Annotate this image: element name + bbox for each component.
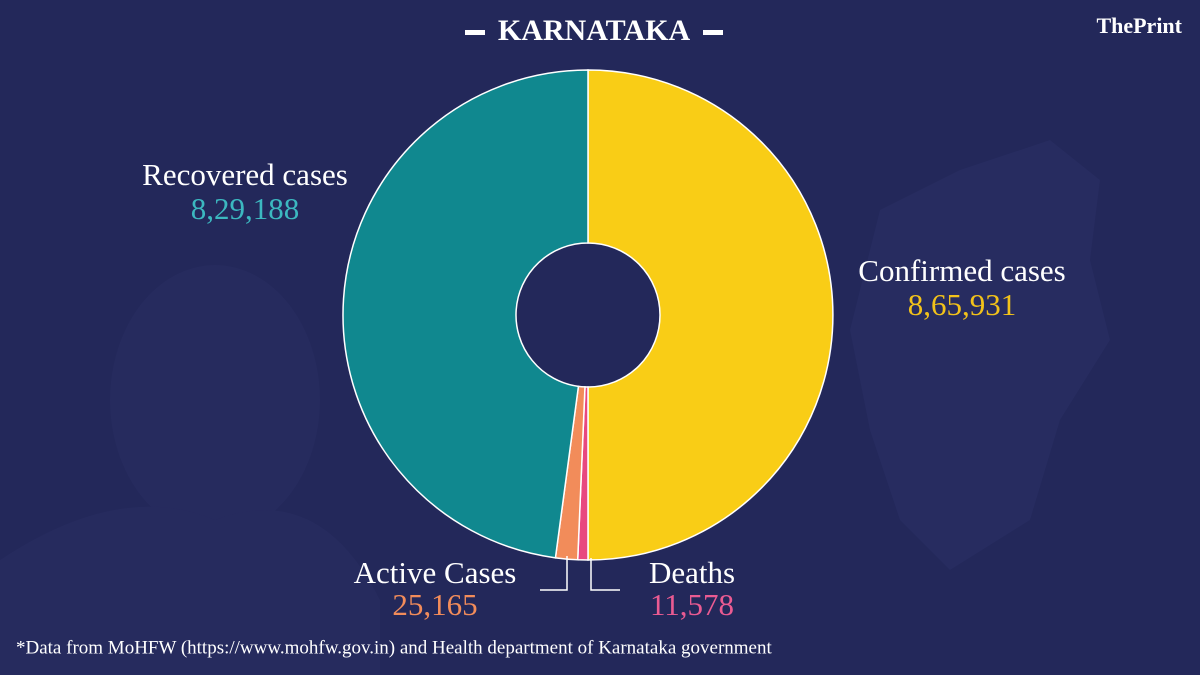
leader-line [590,558,620,591]
category-label: Confirmed cases [858,253,1065,288]
category-label: Active Cases [354,555,517,590]
value-label: 25,165 [392,587,477,622]
photo-silhouette [110,265,320,535]
slice [342,69,589,559]
value-label: 8,65,931 [908,287,1017,322]
footnote: *Data from MoHFW (https://www.mohfw.gov.… [16,637,772,658]
title-dash [465,30,485,35]
donut [342,69,834,561]
photo-silhouette [0,506,380,675]
chart-title: KARNATAKA [498,14,691,47]
title-dash [703,30,723,35]
category-label: Recovered cases [142,157,348,192]
value-label: 8,29,188 [191,191,300,226]
category-label: Deaths [649,555,735,590]
map-silhouette [850,140,1110,570]
slice [587,69,834,561]
leader-line [540,556,568,591]
value-label: 11,578 [650,587,734,622]
brand-logo: ThePrint [1096,13,1182,38]
